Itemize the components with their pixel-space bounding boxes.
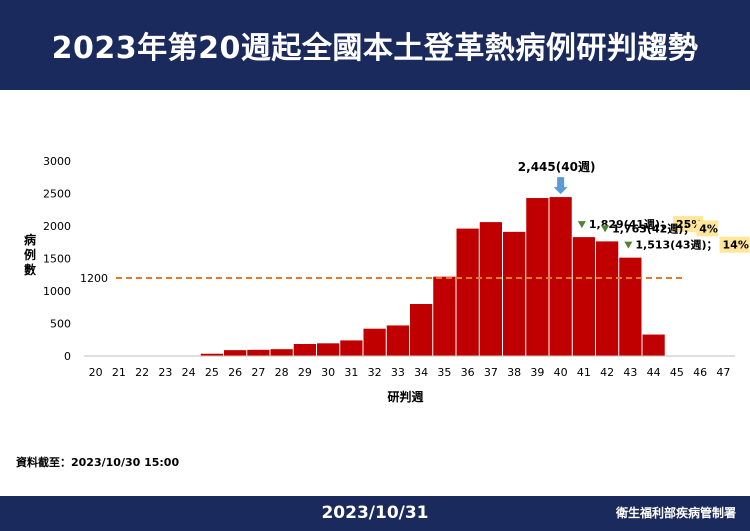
x-tick-label: 42 [600,366,614,379]
x-tick-label: 22 [135,366,149,379]
x-tick-label: 40 [554,366,568,379]
y-tick-label: 2000 [43,220,71,233]
bar-41 [572,237,595,356]
y-tick-label: 500 [50,318,71,331]
source-note: 資料截至：2023/10/30 15:00 [16,456,180,469]
x-tick-label: 24 [182,366,196,379]
page-title: 2023年第20週起全國本土登革熱病例研判趨勢 [51,31,699,66]
x-tick-label: 28 [275,366,289,379]
x-tick-label: 33 [391,366,405,379]
chart-area: 0 500 1000 1500 2000 2500 3000 病例數 20 21 22 23 24 25 2… [0,90,750,495]
bar-26 [224,350,247,356]
x-tick-label: 35 [437,366,451,379]
decline-annotation-label: 1,763(42週)； [612,221,694,235]
bar-32 [363,328,386,356]
y-tick-label: 1500 [43,253,71,266]
bar-chart: 0 500 1000 1500 2000 2500 3000 病例數 20 21 22 23 24 25 2… [24,155,750,404]
decline-annotation-label: 1,513(43週)； [635,238,717,252]
peak-arrow-icon [553,177,568,195]
bar-36 [456,228,479,356]
x-tick-label: 47 [716,366,730,379]
x-tick-label: 45 [670,366,684,379]
bar-27 [247,349,270,356]
bar-34 [410,304,433,356]
x-tick-label: 46 [693,366,707,379]
x-tick-label: 30 [321,366,335,379]
bar-25 [200,353,223,356]
bar-44 [642,334,665,356]
y-tick-label: 0 [64,350,71,363]
bar-43 [619,257,642,356]
x-tick-label: 25 [205,366,219,379]
x-tick-label: 21 [112,366,126,379]
footer-date: 2023/10/31 [321,503,429,523]
header-banner: 2023年第20週起全國本土登革熱病例研判趨勢 [0,0,750,90]
decline-annotation-label: 1,829(41週)； [589,217,671,231]
x-tick-label: 29 [298,366,312,379]
bar-42 [596,241,619,356]
x-tick-label: 34 [414,366,428,379]
decline-marker-icon [624,241,633,249]
bar-29 [293,343,316,356]
y-axis-label-char: 病 [24,232,36,247]
x-axis-label: 研判週 [387,389,423,404]
bar-35 [433,276,456,356]
x-tick-label: 44 [647,366,661,379]
x-tick-label: 43 [623,366,637,379]
bar-31 [340,340,363,356]
x-tick-label: 38 [507,366,521,379]
decline-marker-icon [601,225,610,233]
decline-pct-label: 25% [676,218,702,231]
bar-38 [503,231,526,356]
decline-pct-label: 14% [723,239,749,252]
y-axis-label-char: 例 [24,247,36,262]
x-tick-label: 31 [344,366,358,379]
y-tick-label: 1000 [43,285,71,298]
bar-33 [386,325,409,356]
bar-28 [270,349,293,356]
footer-org: 衛生福利部疾病管制署 [615,506,736,520]
decline-pct-label: 4% [699,222,718,235]
x-tick-label: 32 [368,366,382,379]
footer-banner: 2023/10/31 衛生福利部疾病管制署 [0,496,750,531]
y-tick-label: 3000 [43,155,71,168]
x-tick-label: 39 [530,366,544,379]
bar-40 [549,197,572,356]
decline-pct-highlight [696,220,719,237]
bar-37 [479,222,502,356]
y-axis-label-char: 數 [24,262,36,277]
x-tick-label: 36 [461,366,475,379]
x-tick-label: 27 [251,366,265,379]
decline-pct-highlight [673,216,704,233]
decline-marker-icon [577,221,586,229]
x-tick-label: 20 [89,366,103,379]
x-tick-label: 41 [577,366,591,379]
bar-30 [317,343,340,356]
x-tick-label: 23 [158,366,172,379]
peak-annotation-label: 2,445(40週) [518,159,596,174]
reference-line-label: 1200 [80,272,108,285]
x-tick-label: 26 [228,366,242,379]
y-tick-label: 2500 [43,188,71,201]
x-tick-label: 37 [484,366,498,379]
decline-pct-highlight [719,236,750,253]
